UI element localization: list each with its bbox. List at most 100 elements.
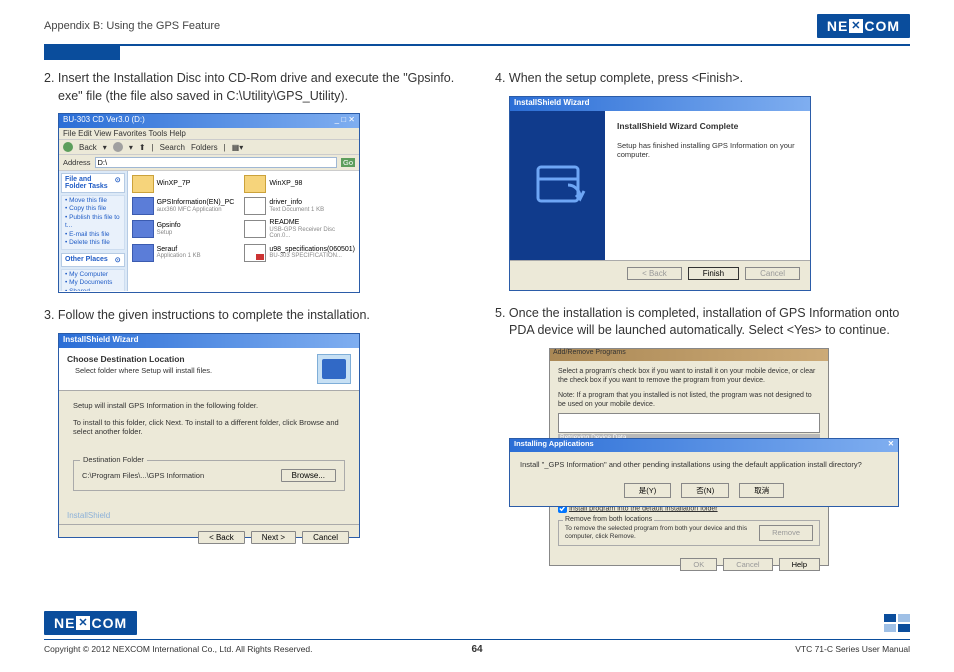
browse-button[interactable]: Browse... [281,469,336,482]
next-button[interactable]: Next > [251,531,296,544]
window-controls: _ □ ✕ [335,115,355,127]
place-link[interactable]: • Shared Documents [65,288,121,292]
views-icon[interactable]: ▦▾ [232,143,244,152]
dialog-titlebar: Add/Remove Programs [550,349,828,361]
wizard-body-1: Setup will install GPS Information in th… [73,401,345,410]
file-desc: USB-GPS Receiver Disc Con.0... [269,227,355,240]
screenshot-install-destination: InstallShield Wizard Choose Destination … [58,333,360,538]
window-title: BU-303 CD Ver3.0 (D:) [63,115,145,127]
file-list: WinXP_7P WinXP_98 GPSInformation(EN)_PCaux… [128,171,359,291]
ok-button: OK [680,558,717,571]
copyright-text: Copyright © 2012 NEXCOM International Co… [44,644,312,654]
no-button[interactable]: 否(N) [681,483,729,498]
back-icon[interactable] [63,142,73,152]
forward-icon [113,142,123,152]
cancel-button[interactable]: Cancel [302,531,349,544]
left-column: 2. Insert the Installation Disc into CD-… [44,70,459,580]
up-icon[interactable]: ⬆ [139,143,146,152]
screenshot-install-complete: InstallShield Wizard InstallShield Wizar… [509,96,811,291]
tasks-panel-header[interactable]: File and Folder Tasks⊙ [61,173,125,193]
file-item[interactable]: u98_specifications(060501)BU-303 SPECIFI… [244,244,355,262]
complete-title: InstallShield Wizard Complete [617,121,798,131]
step-2-line2: exe" file (the file also saved in C:\Uti… [44,88,459,106]
installing-applications-dialog: Installing Applications ✕ Install "_GPS I… [509,438,899,507]
program-listbox[interactable] [558,413,820,433]
file-item[interactable]: GpsinfoSetup [132,219,235,240]
step-2-line1: 2. Insert the Installation Disc into CD-… [44,70,459,88]
place-link[interactable]: • My Computer [65,271,121,279]
wizard-banner [510,111,605,260]
dialog-message: Install "_GPS Information" and other pen… [510,452,898,477]
file-desc: Text Document 1 KB [269,207,324,214]
yes-button[interactable]: 是(Y) [624,483,672,498]
task-link[interactable]: • E-mail this file [65,231,121,239]
file-name: u98_specifications(060501) [269,246,355,254]
help-button[interactable]: Help [779,558,820,571]
folder-icon [132,175,154,193]
exe-icon [132,244,154,262]
go-icon[interactable]: Go [341,158,355,167]
search-button[interactable]: Search [160,143,185,152]
header-rule [44,44,910,46]
page-number: 64 [471,644,482,655]
toolbar[interactable]: Back▾ ▾ ⬆ |Search Folders |▦▾ [59,140,359,155]
file-name: GPSInformation(EN)_PC [157,199,235,207]
wizard-icon [317,354,351,384]
remove-group-label: Remove from both locations [563,515,654,524]
right-column: 4. When the setup complete, press <Finis… [495,70,910,580]
step-4: 4. When the setup complete, press <Finis… [495,70,910,88]
cancel-button[interactable]: 取消 [739,483,784,498]
file-desc: Application 1 KB [157,253,201,260]
file-item[interactable]: READMEUSB-GPS Receiver Disc Con.0... [244,219,355,240]
address-label: Address [63,158,91,167]
wizard-titlebar: InstallShield Wizard [510,97,810,111]
finish-button[interactable]: Finish [688,267,739,280]
logo-text-com: COM [91,615,127,631]
side-panel: File and Folder Tasks⊙ • Move this file•… [59,171,128,291]
logo-text-com: COM [864,18,900,34]
logo-x-icon: ✕ [76,616,90,630]
task-link[interactable]: • Delete this file [65,239,121,247]
folders-button[interactable]: Folders [191,143,218,152]
close-icon[interactable]: ✕ [888,439,894,452]
file-desc: Setup [157,230,181,237]
file-name: README [269,219,355,227]
pdf-icon [244,244,266,262]
step-5-line1: 5. Once the installation is completed, i… [495,305,910,323]
back-button[interactable]: Back [79,143,97,152]
file-name: driver_info [269,199,324,207]
screenshot-file-browser: BU-303 CD Ver3.0 (D:) _ □ ✕ File Edit Vie… [58,113,360,293]
file-item[interactable]: WinXP_98 [244,175,355,193]
footer-deco-squares [884,614,910,632]
install-box-icon [528,155,588,215]
dest-folder-label: Destination Folder [80,455,147,464]
file-item[interactable]: WinXP_7P [132,175,235,193]
task-link[interactable]: • Publish this file to t... [65,214,121,231]
back-button[interactable]: < Back [198,531,245,544]
dialog-title: Installing Applications [514,439,594,452]
wizard-heading: Choose Destination Location [67,354,317,364]
wizard-subheading: Select folder where Setup will install f… [75,366,317,375]
address-input[interactable] [95,157,337,168]
window-titlebar: BU-303 CD Ver3.0 (D:) _ □ ✕ [59,114,359,128]
exe-icon [132,197,154,215]
file-item[interactable]: SeraufApplication 1 KB [132,244,235,262]
file-item[interactable]: driver_infoText Document 1 KB [244,197,355,215]
file-desc: BU-303 SPECIFICATION... [269,253,355,260]
menu-bar[interactable]: File Edit View Favorites Tools Help [59,128,359,140]
place-link[interactable]: • My Documents [65,279,121,287]
file-name: WinXP_7P [157,180,191,188]
installshield-label: InstallShield [59,511,359,524]
logo-x-icon: ✕ [849,19,863,33]
file-name: WinXP_98 [269,180,302,188]
places-panel-header[interactable]: Other Places⊙ [61,253,125,267]
task-link[interactable]: • Move this file [65,197,121,205]
appendix-title: Appendix B: Using the GPS Feature [44,20,220,32]
txt-icon [244,197,266,215]
cancel-button: Cancel [745,267,800,280]
dialog-note: Note: If a program that you installed is… [558,391,820,409]
task-link[interactable]: • Copy this file [65,205,121,213]
folder-icon [244,175,266,193]
remove-group-text: To remove the selected program from both… [565,525,753,542]
file-item[interactable]: GPSInformation(EN)_PCaux360 MFC Applicat… [132,197,235,215]
